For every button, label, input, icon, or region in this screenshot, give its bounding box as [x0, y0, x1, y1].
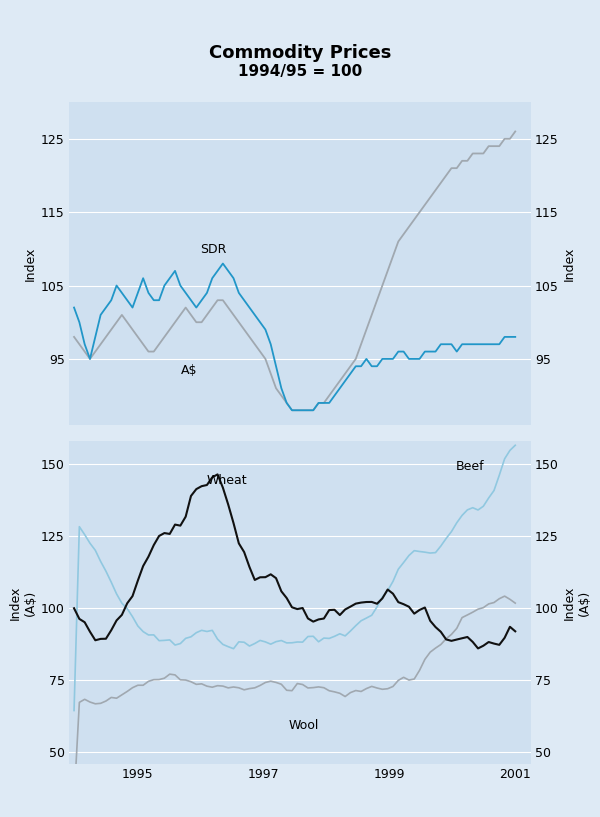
Text: Wheat: Wheat	[206, 475, 247, 487]
Text: Wool: Wool	[289, 719, 319, 732]
Y-axis label: Index
(A$): Index (A$)	[563, 585, 591, 619]
Y-axis label: Index
(A$): Index (A$)	[9, 585, 37, 619]
Text: Commodity Prices: Commodity Prices	[209, 44, 391, 62]
Text: 1994/95 = 100: 1994/95 = 100	[238, 65, 362, 79]
Text: A$: A$	[181, 364, 197, 377]
Y-axis label: Index: Index	[24, 247, 37, 281]
Text: Beef: Beef	[455, 460, 484, 473]
Y-axis label: Index: Index	[563, 247, 576, 281]
Text: SDR: SDR	[200, 243, 226, 256]
